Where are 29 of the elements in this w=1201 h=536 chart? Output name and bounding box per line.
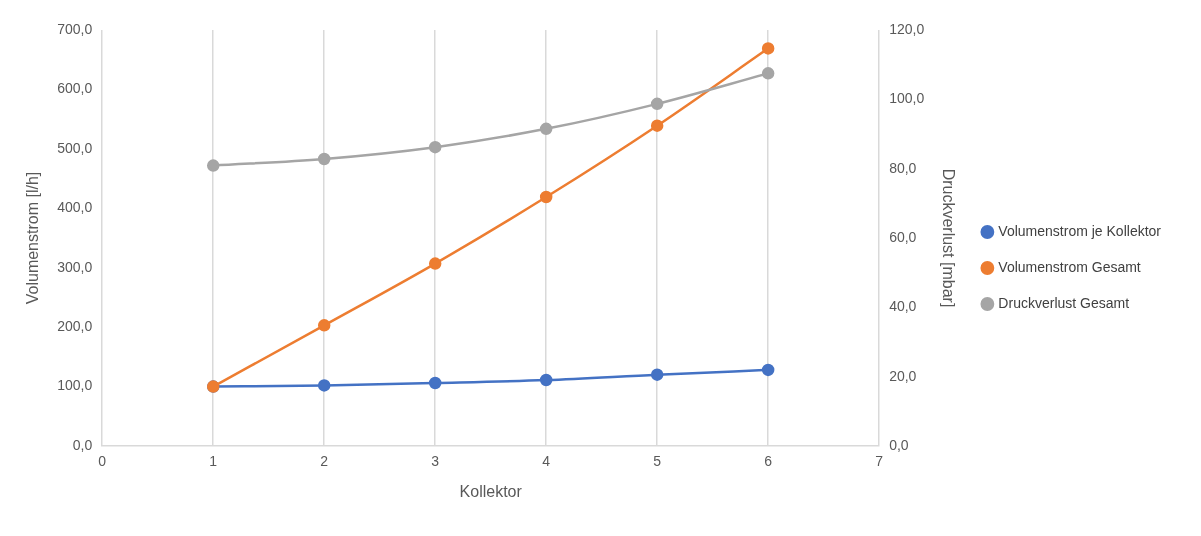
y-tick-label: 600,0 [57, 80, 93, 97]
y2-tick-label: 120,0 [889, 20, 925, 37]
legend-label: Volumenstrom Gesamt [998, 258, 1141, 275]
y2-tick-label: 20,0 [889, 367, 917, 384]
x-axis-title: Kollektor [459, 482, 523, 500]
y2-tick-label: 60,0 [889, 228, 917, 245]
x-tick-label: 7 [875, 453, 884, 470]
x-tick-label: 6 [764, 453, 773, 470]
y-tick-label: 300,0 [57, 258, 93, 275]
y2-tick-label: 0,0 [889, 436, 909, 453]
y-tick-label: 200,0 [57, 318, 93, 334]
y-tick-label: 400,0 [57, 199, 93, 216]
y-tick-label: 700,0 [57, 20, 93, 37]
y-tick-label: 500,0 [57, 139, 93, 156]
y-tick-label: 100,0 [57, 377, 93, 394]
y2-tick-label: 100,0 [889, 90, 925, 107]
x-tick-label: 0 [98, 453, 107, 470]
y-axis-title: Volumenstrom [l/h] [24, 171, 42, 305]
x-tick-label: 1 [209, 453, 218, 470]
y2-tick-label: 40,0 [889, 298, 917, 315]
y2-tick-label: 80,0 [889, 159, 917, 176]
legend-label: Druckverlust Gesamt [998, 294, 1130, 311]
y-tick-label: 0,0 [72, 436, 93, 453]
x-tick-label: 5 [653, 453, 662, 470]
legend-label: Volumenstrom je Kollektor [998, 222, 1162, 239]
x-tick-label: 2 [320, 453, 329, 470]
y2-axis-title: Druckverlust [mbar] [940, 168, 958, 308]
x-tick-label: 4 [542, 453, 551, 470]
x-tick-label: 3 [431, 453, 440, 470]
